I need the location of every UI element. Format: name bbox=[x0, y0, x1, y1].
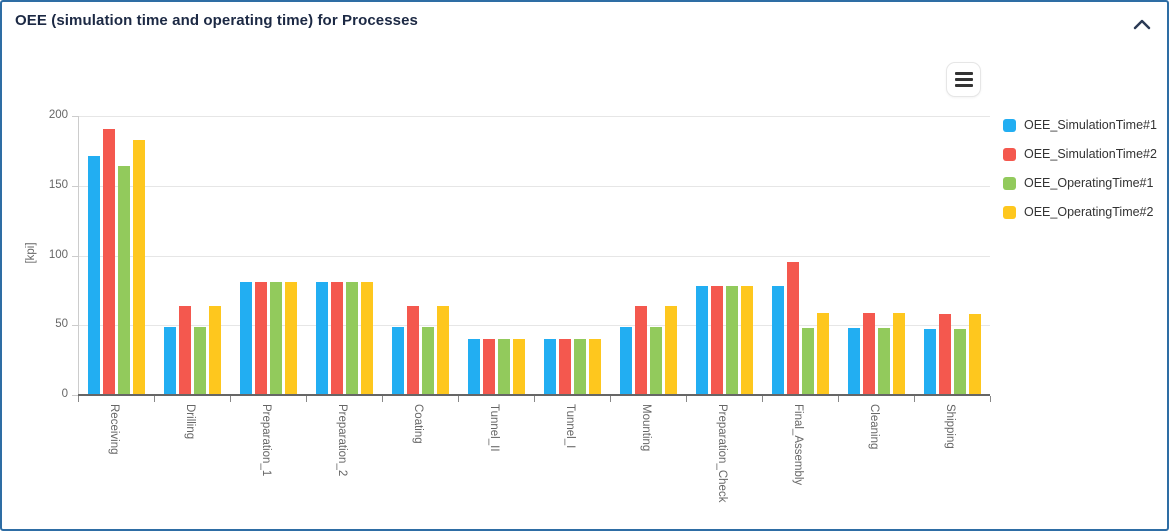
bar[interactable] bbox=[179, 306, 191, 395]
x-axis-label: Cleaning bbox=[868, 404, 880, 449]
legend: OEE_SimulationTime#1 OEE_SimulationTime#2… bbox=[1003, 118, 1157, 219]
legend-item[interactable]: OEE_SimulationTime#2 bbox=[1003, 147, 1157, 161]
bar[interactable] bbox=[468, 339, 480, 395]
bar[interactable] bbox=[924, 329, 936, 395]
bar[interactable] bbox=[893, 313, 905, 395]
legend-label: OEE_OperatingTime#2 bbox=[1024, 205, 1153, 219]
x-axis-tick bbox=[686, 396, 687, 402]
legend-swatch bbox=[1003, 119, 1016, 132]
x-axis-tick bbox=[306, 396, 307, 402]
bar[interactable] bbox=[285, 282, 297, 395]
y-axis-tick-label: 100 bbox=[38, 249, 68, 261]
legend-swatch bbox=[1003, 148, 1016, 161]
bar[interactable] bbox=[969, 314, 981, 395]
bar[interactable] bbox=[498, 339, 510, 395]
x-axis-tick bbox=[382, 396, 383, 402]
x-axis-label: Preparation_2 bbox=[336, 404, 348, 476]
bar[interactable] bbox=[392, 327, 404, 395]
bar[interactable] bbox=[407, 306, 419, 395]
bar[interactable] bbox=[88, 156, 100, 395]
oee-panel: OEE (simulation time and operating time)… bbox=[0, 0, 1169, 531]
legend-swatch bbox=[1003, 177, 1016, 190]
bar[interactable] bbox=[711, 286, 723, 395]
bar[interactable] bbox=[544, 339, 556, 395]
x-axis-tick bbox=[534, 396, 535, 402]
bar[interactable] bbox=[817, 313, 829, 395]
bar[interactable] bbox=[361, 282, 373, 395]
bar[interactable] bbox=[483, 339, 495, 395]
legend-label: OEE_OperatingTime#1 bbox=[1024, 176, 1153, 190]
bar[interactable] bbox=[331, 282, 343, 395]
x-axis-label: Tunnel_I bbox=[564, 404, 576, 448]
bar[interactable] bbox=[863, 313, 875, 395]
y-gridline bbox=[78, 116, 990, 117]
x-axis-label: Preparation_1 bbox=[260, 404, 272, 476]
x-axis-label: Tunnel_II bbox=[488, 404, 500, 452]
bar[interactable] bbox=[513, 339, 525, 395]
legend-item[interactable]: OEE_OperatingTime#2 bbox=[1003, 205, 1157, 219]
bar[interactable] bbox=[589, 339, 601, 395]
bar[interactable] bbox=[346, 282, 358, 395]
bar[interactable] bbox=[665, 306, 677, 395]
chart-menu-button[interactable] bbox=[946, 62, 981, 97]
x-axis-label: Preparation_Check bbox=[716, 404, 728, 502]
bar[interactable] bbox=[954, 329, 966, 395]
y-axis-tick-label: 0 bbox=[38, 388, 68, 400]
y-axis-tick-label: 50 bbox=[38, 318, 68, 330]
x-axis-label: Receiving bbox=[108, 404, 120, 455]
legend-item[interactable]: OEE_SimulationTime#1 bbox=[1003, 118, 1157, 132]
bar[interactable] bbox=[103, 129, 115, 395]
bar[interactable] bbox=[270, 282, 282, 395]
x-axis-label: Mounting bbox=[640, 404, 652, 451]
legend-label: OEE_SimulationTime#1 bbox=[1024, 118, 1157, 132]
y-axis-tick-label: 150 bbox=[38, 179, 68, 191]
x-axis-label: Drilling bbox=[184, 404, 196, 439]
bar[interactable] bbox=[209, 306, 221, 395]
x-axis-label: Shipping bbox=[944, 404, 956, 449]
y-axis-tick-label: 200 bbox=[38, 109, 68, 121]
bar[interactable] bbox=[939, 314, 951, 395]
bar[interactable] bbox=[240, 282, 252, 395]
bar[interactable] bbox=[164, 327, 176, 395]
x-axis-tick bbox=[990, 396, 991, 402]
y-axis-line bbox=[78, 116, 79, 395]
x-axis-label: Coating bbox=[412, 404, 424, 444]
bar[interactable] bbox=[194, 327, 206, 395]
bar[interactable] bbox=[696, 286, 708, 395]
x-axis-tick bbox=[610, 396, 611, 402]
bar[interactable] bbox=[559, 339, 571, 395]
bar[interactable] bbox=[574, 339, 586, 395]
legend-swatch bbox=[1003, 206, 1016, 219]
x-axis-tick bbox=[78, 396, 79, 402]
legend-label: OEE_SimulationTime#2 bbox=[1024, 147, 1157, 161]
bar[interactable] bbox=[437, 306, 449, 395]
bar[interactable] bbox=[133, 140, 145, 395]
x-axis-tick bbox=[458, 396, 459, 402]
y-gridline bbox=[78, 256, 990, 257]
x-axis-label: Final_Assembly bbox=[792, 404, 804, 485]
bar[interactable] bbox=[741, 286, 753, 395]
bar[interactable] bbox=[255, 282, 267, 395]
x-axis-tick bbox=[154, 396, 155, 402]
y-axis-title: [kpi] bbox=[25, 233, 39, 273]
legend-item[interactable]: OEE_OperatingTime#1 bbox=[1003, 176, 1157, 190]
x-axis-tick bbox=[762, 396, 763, 402]
bar[interactable] bbox=[772, 286, 784, 395]
bar[interactable] bbox=[848, 328, 860, 395]
bar[interactable] bbox=[635, 306, 647, 395]
bar[interactable] bbox=[726, 286, 738, 395]
bar[interactable] bbox=[620, 327, 632, 395]
x-axis-tick bbox=[838, 396, 839, 402]
bar[interactable] bbox=[118, 166, 130, 395]
x-axis-tick bbox=[914, 396, 915, 402]
x-axis-tick bbox=[230, 396, 231, 402]
bar[interactable] bbox=[802, 328, 814, 395]
chart-area: [kpi] 0 50 100 150 200 Receiving Drilling Prepa… bbox=[2, 2, 1167, 529]
bar[interactable] bbox=[316, 282, 328, 395]
y-gridline bbox=[78, 186, 990, 187]
bar[interactable] bbox=[878, 328, 890, 395]
bar[interactable] bbox=[422, 327, 434, 395]
bar[interactable] bbox=[650, 327, 662, 395]
bar[interactable] bbox=[787, 262, 799, 395]
